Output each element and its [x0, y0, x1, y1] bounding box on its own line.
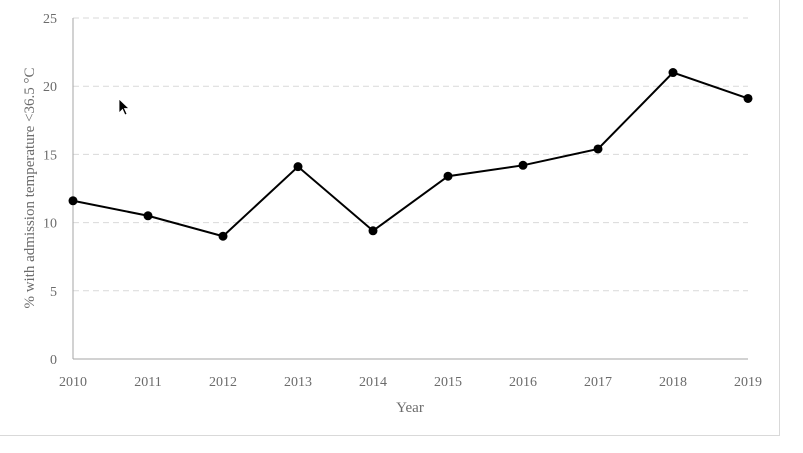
y-tick-label: 10	[43, 217, 57, 232]
data-point	[368, 226, 378, 236]
y-tick-label: 20	[43, 80, 57, 95]
data-point	[143, 211, 153, 221]
y-tick-label: 0	[50, 353, 57, 368]
x-tick-label: 2011	[134, 375, 161, 390]
mouse-pointer-icon	[118, 98, 131, 116]
data-point	[518, 160, 528, 170]
x-tick-label: 2013	[284, 375, 312, 390]
x-tick-label: 2010	[59, 375, 87, 390]
x-tick-label: 2012	[209, 375, 237, 390]
y-tick-labels: 0 5 10 15 20 25	[43, 12, 57, 368]
x-axis-title: Year	[396, 400, 424, 416]
data-point	[218, 231, 228, 241]
y-axis-title: % with admission temperature <36.5 °C	[22, 67, 38, 308]
data-point	[293, 162, 303, 172]
data-point	[68, 196, 78, 206]
series-line	[72, 71, 749, 238]
x-tick-labels: 2010 2011 2012 2013 2014 2015 2016 2017 2018 2019	[59, 375, 762, 390]
data-point	[668, 68, 678, 78]
x-tick-label: 2014	[359, 375, 387, 390]
x-tick-label: 2019	[734, 375, 762, 390]
data-point	[443, 171, 453, 181]
data-points	[68, 68, 753, 241]
y-tick-label: 5	[50, 285, 57, 300]
x-tick-label: 2015	[434, 375, 462, 390]
data-point	[593, 144, 603, 154]
x-tick-label: 2016	[509, 375, 537, 390]
x-tick-label: 2018	[659, 375, 687, 390]
data-point	[743, 93, 753, 103]
x-tick-label: 2017	[584, 375, 612, 390]
y-tick-label: 25	[43, 12, 57, 27]
grid-lines	[73, 17, 748, 292]
y-tick-label: 15	[43, 148, 57, 163]
